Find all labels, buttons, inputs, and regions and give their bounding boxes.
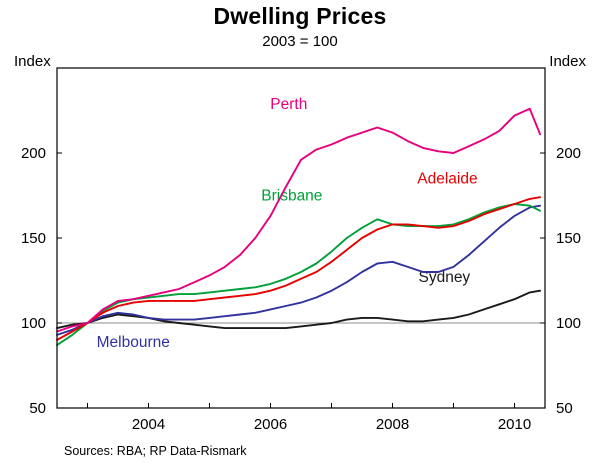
series-label-brisbane: Brisbane: [261, 188, 322, 205]
y-tick-label-left: 150: [21, 230, 46, 247]
y-tick-label-left: 100: [21, 315, 46, 332]
y-tick-label-right: 50: [556, 400, 573, 417]
y-axis-label-right: Index: [549, 53, 586, 70]
plot-border: [56, 67, 546, 409]
y-tick-label-left: 200: [21, 145, 46, 162]
chart-subtitle: 2003 = 100: [262, 33, 338, 50]
x-tick-label: 2008: [376, 416, 409, 433]
x-tick-label: 2004: [132, 416, 165, 433]
chart-sources: Sources: RBA; RP Data-Rismark: [64, 444, 247, 458]
y-tick-label-right: 150: [556, 230, 581, 247]
series-label-sydney: Sydney: [418, 269, 470, 286]
x-tick-label: 2010: [498, 416, 531, 433]
series-label-perth: Perth: [270, 96, 307, 113]
series-label-adelaide: Adelaide: [417, 171, 477, 188]
y-axis-label-left: Index: [14, 53, 51, 70]
chart-title: Dwelling Prices: [213, 3, 387, 29]
series-label-melbourne: Melbourne: [97, 334, 170, 351]
series-line-perth: [56, 107, 542, 333]
series-line-adelaide: [56, 196, 542, 341]
y-tick-label-left: 50: [29, 400, 46, 417]
series-line-sydney: [56, 289, 542, 330]
y-tick-label-right: 200: [556, 145, 581, 162]
y-tick-label-right: 100: [556, 315, 581, 332]
x-tick-label: 2006: [254, 416, 287, 433]
series-line-melbourne: [56, 204, 542, 336]
